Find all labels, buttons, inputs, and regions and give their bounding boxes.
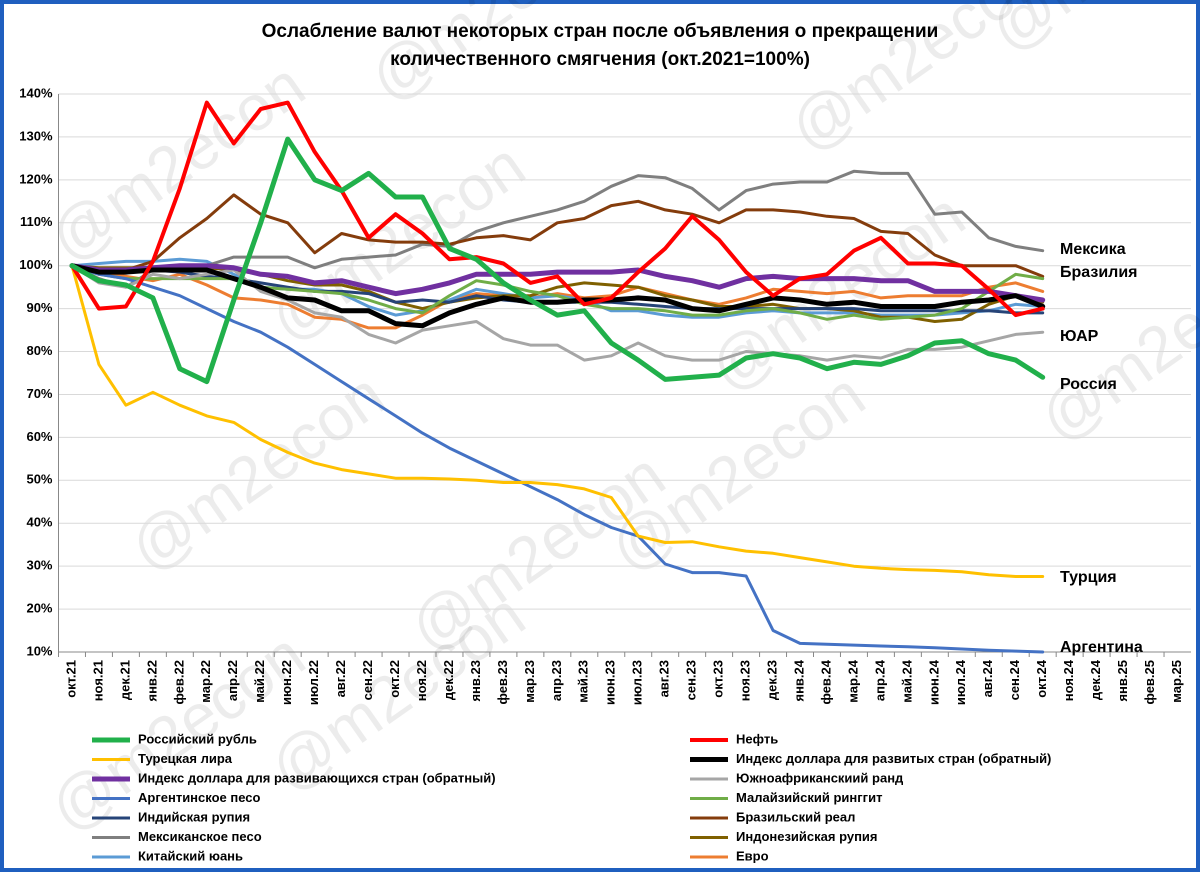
y-tick-label: 100% [19, 257, 53, 272]
y-tick-label: 130% [19, 128, 53, 143]
x-tick-label: мар.24 [845, 659, 860, 702]
x-tick-label: янв.22 [144, 660, 159, 702]
x-tick-label: май.23 [576, 660, 591, 703]
x-tick-label: мар.22 [198, 660, 213, 703]
series-line [69, 136, 1046, 385]
y-tick-label: 120% [19, 171, 53, 186]
x-tick-label: мар.23 [522, 660, 537, 703]
x-tick-label: май.24 [899, 659, 914, 703]
y-tick-label: 140% [19, 85, 53, 100]
legend-label: Малайзийский ринггит [736, 790, 882, 805]
y-tick-label: 70% [26, 386, 52, 401]
x-tick-label: июн.22 [279, 660, 294, 705]
series-line [70, 193, 1045, 278]
x-tick-label: авг.24 [980, 659, 995, 697]
legend-label: Китайский юань [138, 848, 243, 863]
legend-label: Бразильский реал [736, 809, 855, 824]
legend-label: Российский рубль [138, 731, 257, 746]
annotation: Бразилия [1060, 264, 1138, 281]
x-tick-label: сен.24 [1007, 659, 1022, 700]
series-line [70, 169, 1045, 289]
y-tick-label: 40% [26, 515, 52, 530]
x-tick-label: июл.24 [953, 659, 968, 705]
x-tick-label: апр.24 [872, 659, 887, 701]
x-tick-label: окт.22 [387, 660, 402, 698]
annotation: Мексика [1060, 241, 1126, 258]
x-tick-label: фев.24 [818, 659, 833, 704]
chart-title: Ослабление валют некоторых стран после о… [262, 21, 939, 42]
series-line [69, 263, 1046, 303]
x-tick-label: сен.22 [360, 660, 375, 700]
x-tick-label: ноя.24 [1061, 659, 1076, 701]
legend-label: Индекс доллара для развивающихся стран (… [138, 770, 496, 785]
y-tick-label: 80% [26, 343, 52, 358]
x-tick-label: июл.23 [630, 660, 645, 705]
y-tick-label: 50% [26, 472, 52, 487]
y-tick-label: 90% [26, 300, 52, 315]
legend-label: Индийская рупия [138, 809, 250, 824]
x-tick-label: дек.22 [441, 660, 456, 700]
y-tick-label: 110% [20, 214, 53, 229]
legend-label: Нефть [736, 731, 778, 746]
legend-label: Аргентинское песо [138, 790, 261, 805]
x-tick-label: мар.25 [1169, 660, 1184, 703]
x-tick-label: дек.21 [117, 660, 132, 700]
legend-label: Мексиканское песо [138, 829, 262, 844]
legend-label: Южноафриканскиий ранд [736, 770, 904, 785]
x-tick-label: окт.23 [711, 660, 726, 698]
legend-label: Индонезийская рупия [736, 829, 878, 844]
y-tick-label: 10% [26, 643, 52, 658]
y-tick-label: 60% [26, 429, 52, 444]
legend-label: Турецкая лира [138, 751, 233, 766]
x-tick-label: авг.22 [333, 660, 348, 697]
x-tick-label: июн.23 [603, 660, 618, 705]
x-tick-label: ноя.21 [90, 660, 105, 701]
x-tick-label: дек.23 [764, 660, 779, 700]
series-line [70, 264, 1045, 654]
y-tick-label: 20% [26, 601, 52, 616]
annotation: Аргентина [1060, 639, 1143, 656]
x-tick-label: фев.23 [495, 660, 510, 705]
x-tick-label: янв.25 [1115, 660, 1130, 702]
x-tick-label: фев.25 [1142, 660, 1157, 705]
x-tick-label: фев.22 [171, 660, 186, 705]
x-tick-label: дек.24 [1088, 659, 1103, 700]
legend-label: Индекс доллара для развитых стран (обрат… [736, 751, 1051, 766]
x-tick-label: сен.23 [684, 660, 699, 700]
x-tick-label: окт.24 [1034, 659, 1049, 698]
annotation: Турция [1060, 569, 1117, 586]
series-line [69, 263, 1046, 329]
series-line [70, 264, 1045, 578]
annotation: ЮАР [1060, 328, 1099, 345]
x-tick-label: апр.23 [549, 660, 564, 701]
chart-title: количественного смягчения (окт.2021=100%… [390, 49, 810, 70]
x-tick-label: ноя.23 [738, 660, 753, 701]
series-line [70, 100, 1045, 318]
x-tick-label: апр.22 [225, 660, 240, 701]
x-tick-label: янв.23 [468, 660, 483, 702]
legend-label: Евро [736, 848, 769, 863]
x-tick-label: июн.24 [926, 659, 941, 705]
x-tick-label: янв.24 [791, 659, 806, 701]
x-tick-label: июл.22 [306, 660, 321, 705]
x-tick-label: окт.21 [63, 660, 78, 698]
y-tick-label: 30% [26, 558, 52, 573]
x-tick-label: ноя.22 [414, 660, 429, 701]
x-tick-label: авг.23 [657, 660, 672, 697]
annotation: Россия [1060, 376, 1117, 393]
x-tick-label: май.22 [252, 660, 267, 703]
